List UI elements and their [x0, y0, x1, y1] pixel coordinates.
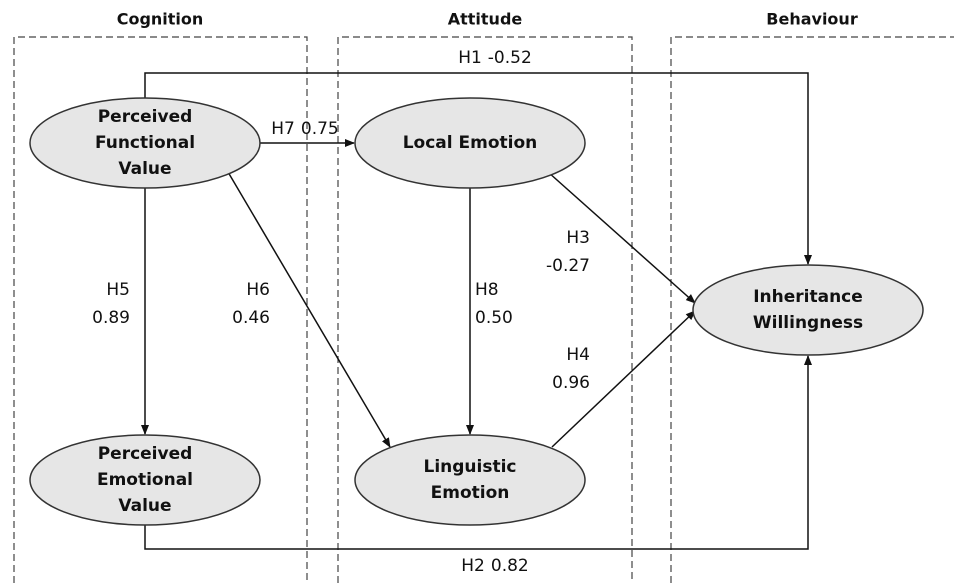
group-title: Attitude — [448, 10, 523, 29]
edge-name: H4 — [566, 345, 590, 365]
edge-coef: 0.89 — [92, 308, 130, 328]
node-label: Emotion — [431, 483, 510, 503]
node-ellipse — [692, 264, 924, 356]
cognition-box — [13, 36, 308, 583]
group-title: Behaviour — [766, 10, 858, 29]
edge-arrow — [144, 355, 812, 550]
edge-arrow — [144, 72, 812, 265]
node-label: Perceived — [98, 107, 193, 127]
edge-arrow — [227, 171, 391, 448]
node-label: Functional — [95, 133, 195, 153]
edge-coef: -0.27 — [546, 256, 590, 276]
attitude-box — [337, 36, 633, 583]
node-label: Perceived — [98, 444, 193, 464]
node-ellipse — [29, 434, 261, 526]
node-ellipse — [29, 97, 261, 189]
node-label: Value — [118, 496, 171, 516]
edge-name: H5 — [106, 280, 130, 300]
behaviour-box — [670, 36, 954, 583]
node-label: Linguistic — [423, 457, 516, 477]
node-ellipse — [354, 97, 586, 189]
edge-coef: 0.50 — [475, 308, 513, 328]
node-label: Inheritance — [753, 287, 863, 307]
edge-coef: 0.75 — [301, 119, 339, 139]
node-label: Value — [118, 159, 171, 179]
edge-coef: 0.82 — [491, 556, 529, 576]
edge-coef: 0.46 — [232, 308, 270, 328]
group-boxes — [13, 36, 954, 583]
edge-name: H8 — [475, 280, 499, 300]
edge-arrow — [551, 310, 696, 448]
group-title: Cognition — [117, 10, 204, 29]
node-label: Willingness — [753, 313, 863, 333]
edge-label: H2 0.82 — [461, 556, 528, 576]
edge-name: H6 — [246, 280, 270, 300]
edge-label: H7 0.75 — [271, 119, 338, 139]
edge-name: H2 — [461, 556, 485, 576]
edge-coef: -0.52 — [488, 48, 532, 68]
node-ellipse — [354, 434, 586, 526]
edge-name: H3 — [566, 228, 590, 248]
edge-coef: 0.96 — [552, 373, 590, 393]
node-label: Local Emotion — [403, 133, 538, 153]
edge-name: H1 — [458, 48, 482, 68]
edge-label: H1 -0.52 — [458, 48, 532, 68]
node-label: Emotional — [97, 470, 193, 490]
edge-arrow — [547, 171, 696, 304]
edge-name: H7 — [271, 119, 295, 139]
